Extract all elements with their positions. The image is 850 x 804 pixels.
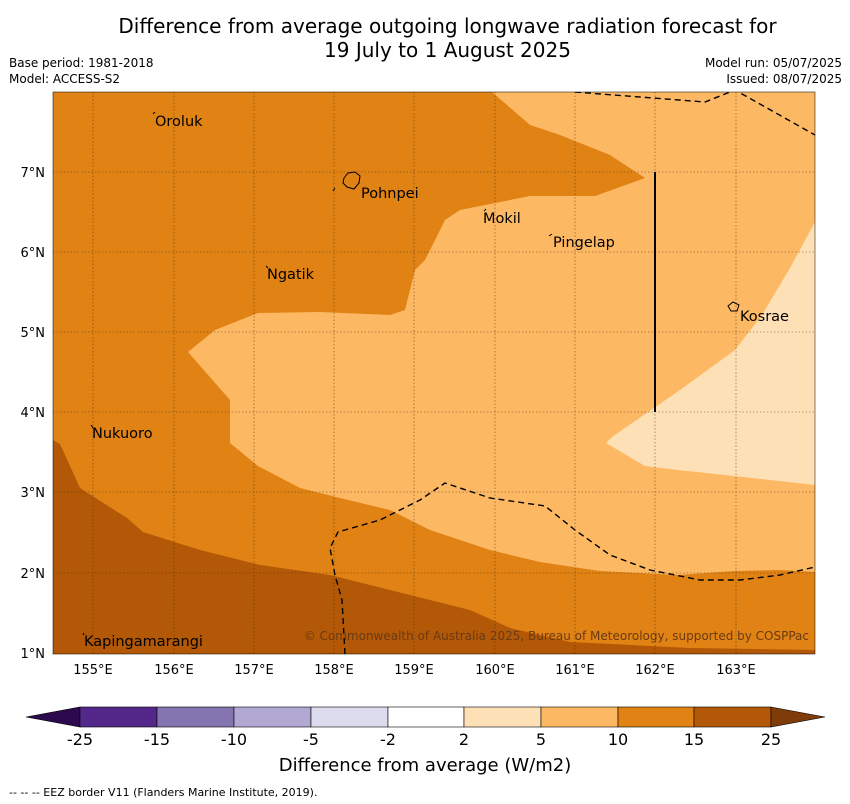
colorbar-tick: 25 [760, 730, 782, 749]
lat-label: 6°N [21, 246, 46, 261]
longitude-labels: 155°E 156°E 157°E 158°E 159°E 160°E 161°… [73, 663, 756, 678]
colorbar-bin [156, 706, 235, 728]
colorbar-tick: -15 [143, 730, 171, 749]
lat-label: 1°N [21, 647, 46, 662]
label-nukuoro: Nukuoro [92, 426, 153, 442]
lon-label: 163°E [716, 663, 756, 678]
mokil-marker [483, 208, 487, 212]
label-pohnpei: Pohnpei [361, 186, 419, 202]
colorbar-tick: 10 [607, 730, 629, 749]
model-name: Model: ACCESS-S2 [9, 72, 121, 86]
colorbar-title: Difference from average (W/m2) [278, 755, 572, 776]
base-period: Base period: 1981-2018 [9, 56, 154, 70]
title-line-2: 19 July to 1 August 2025 [324, 38, 571, 62]
nukuoro-marker [90, 424, 94, 429]
colorbar [25, 706, 826, 728]
map-frame [52, 91, 816, 655]
colorbar-tick: 2 [458, 730, 470, 749]
eez-borders [329, 92, 815, 654]
band-15-25 [53, 440, 815, 654]
graticule [53, 92, 815, 654]
colorbar-bin [79, 706, 158, 728]
latitude-labels: 7°N 6°N 5°N 4°N 3°N 2°N 1°N [21, 166, 46, 662]
pohnpei-island-outline [342, 171, 361, 190]
lat-label: 4°N [21, 406, 46, 421]
anomaly-field [53, 92, 815, 654]
colorbar-bin [617, 706, 695, 728]
lat-label: 3°N [21, 486, 46, 501]
lon-label: 155°E [73, 663, 113, 678]
colorbar-bin [693, 706, 772, 728]
lon-label: 161°E [555, 663, 595, 678]
lat-label: 7°N [21, 166, 46, 181]
lon-label: 157°E [234, 663, 274, 678]
colorbar-tick: -2 [380, 730, 396, 749]
colorbar-bin [233, 706, 312, 728]
colorbar-bin [540, 706, 619, 728]
place-labels: Oroluk Pohnpei Mokil Pingelap Ngatik Kos… [84, 114, 789, 650]
lon-label: 158°E [314, 663, 354, 678]
kosrae-island-outline [727, 301, 740, 312]
issued-date: Issued: 08/07/2025 [726, 72, 842, 86]
colorbar-bin [387, 706, 465, 728]
colorbar-tick: 5 [535, 730, 547, 749]
copyright-notice: © Commonwealth of Australia 2025, Bureau… [304, 629, 809, 643]
label-mokil: Mokil [483, 211, 521, 227]
meta-right: Model run: 05/07/2025 Issued: 08/07/2025 [705, 55, 842, 87]
islands [82, 111, 740, 636]
colorbar-bin [463, 706, 542, 728]
colorbar-tick: -25 [66, 730, 94, 749]
colorbar-tick: -5 [303, 730, 319, 749]
lat-label: 5°N [21, 326, 46, 341]
meta-left: Base period: 1981-2018 Model: ACCESS-S2 [9, 55, 154, 87]
map-title: Difference from average outgoing longwav… [0, 14, 850, 62]
band-2-5 [606, 222, 815, 485]
lon-label: 160°E [475, 663, 515, 678]
colorbar-tick: -10 [220, 730, 248, 749]
lat-label: 2°N [21, 567, 46, 582]
model-run: Model run: 05/07/2025 [704, 56, 842, 70]
lon-label: 162°E [635, 663, 675, 678]
pohnpei-reef-marker [332, 187, 336, 192]
label-ngatik: Ngatik [267, 267, 315, 283]
eez-legend-note: -- -- -- EEZ border V11 (Flanders Marine… [9, 786, 318, 799]
title-line-1: Difference from average outgoing longwav… [118, 14, 777, 38]
pingelap-marker [548, 233, 553, 237]
colorbar-bin [310, 706, 389, 728]
kapingamarangi-marker [82, 632, 85, 636]
colorbar-extend-low [25, 706, 81, 728]
lon-label: 156°E [154, 663, 194, 678]
ngatik-marker [265, 265, 269, 269]
label-kosrae: Kosrae [740, 309, 789, 325]
lon-label: 159°E [394, 663, 434, 678]
oroluk-marker [152, 111, 156, 115]
colorbar-tick: 15 [683, 730, 705, 749]
label-kapingamarangi: Kapingamarangi [84, 634, 203, 650]
label-pingelap: Pingelap [553, 235, 615, 251]
colorbar-extend-high [770, 706, 826, 728]
label-oroluk: Oroluk [155, 114, 203, 130]
